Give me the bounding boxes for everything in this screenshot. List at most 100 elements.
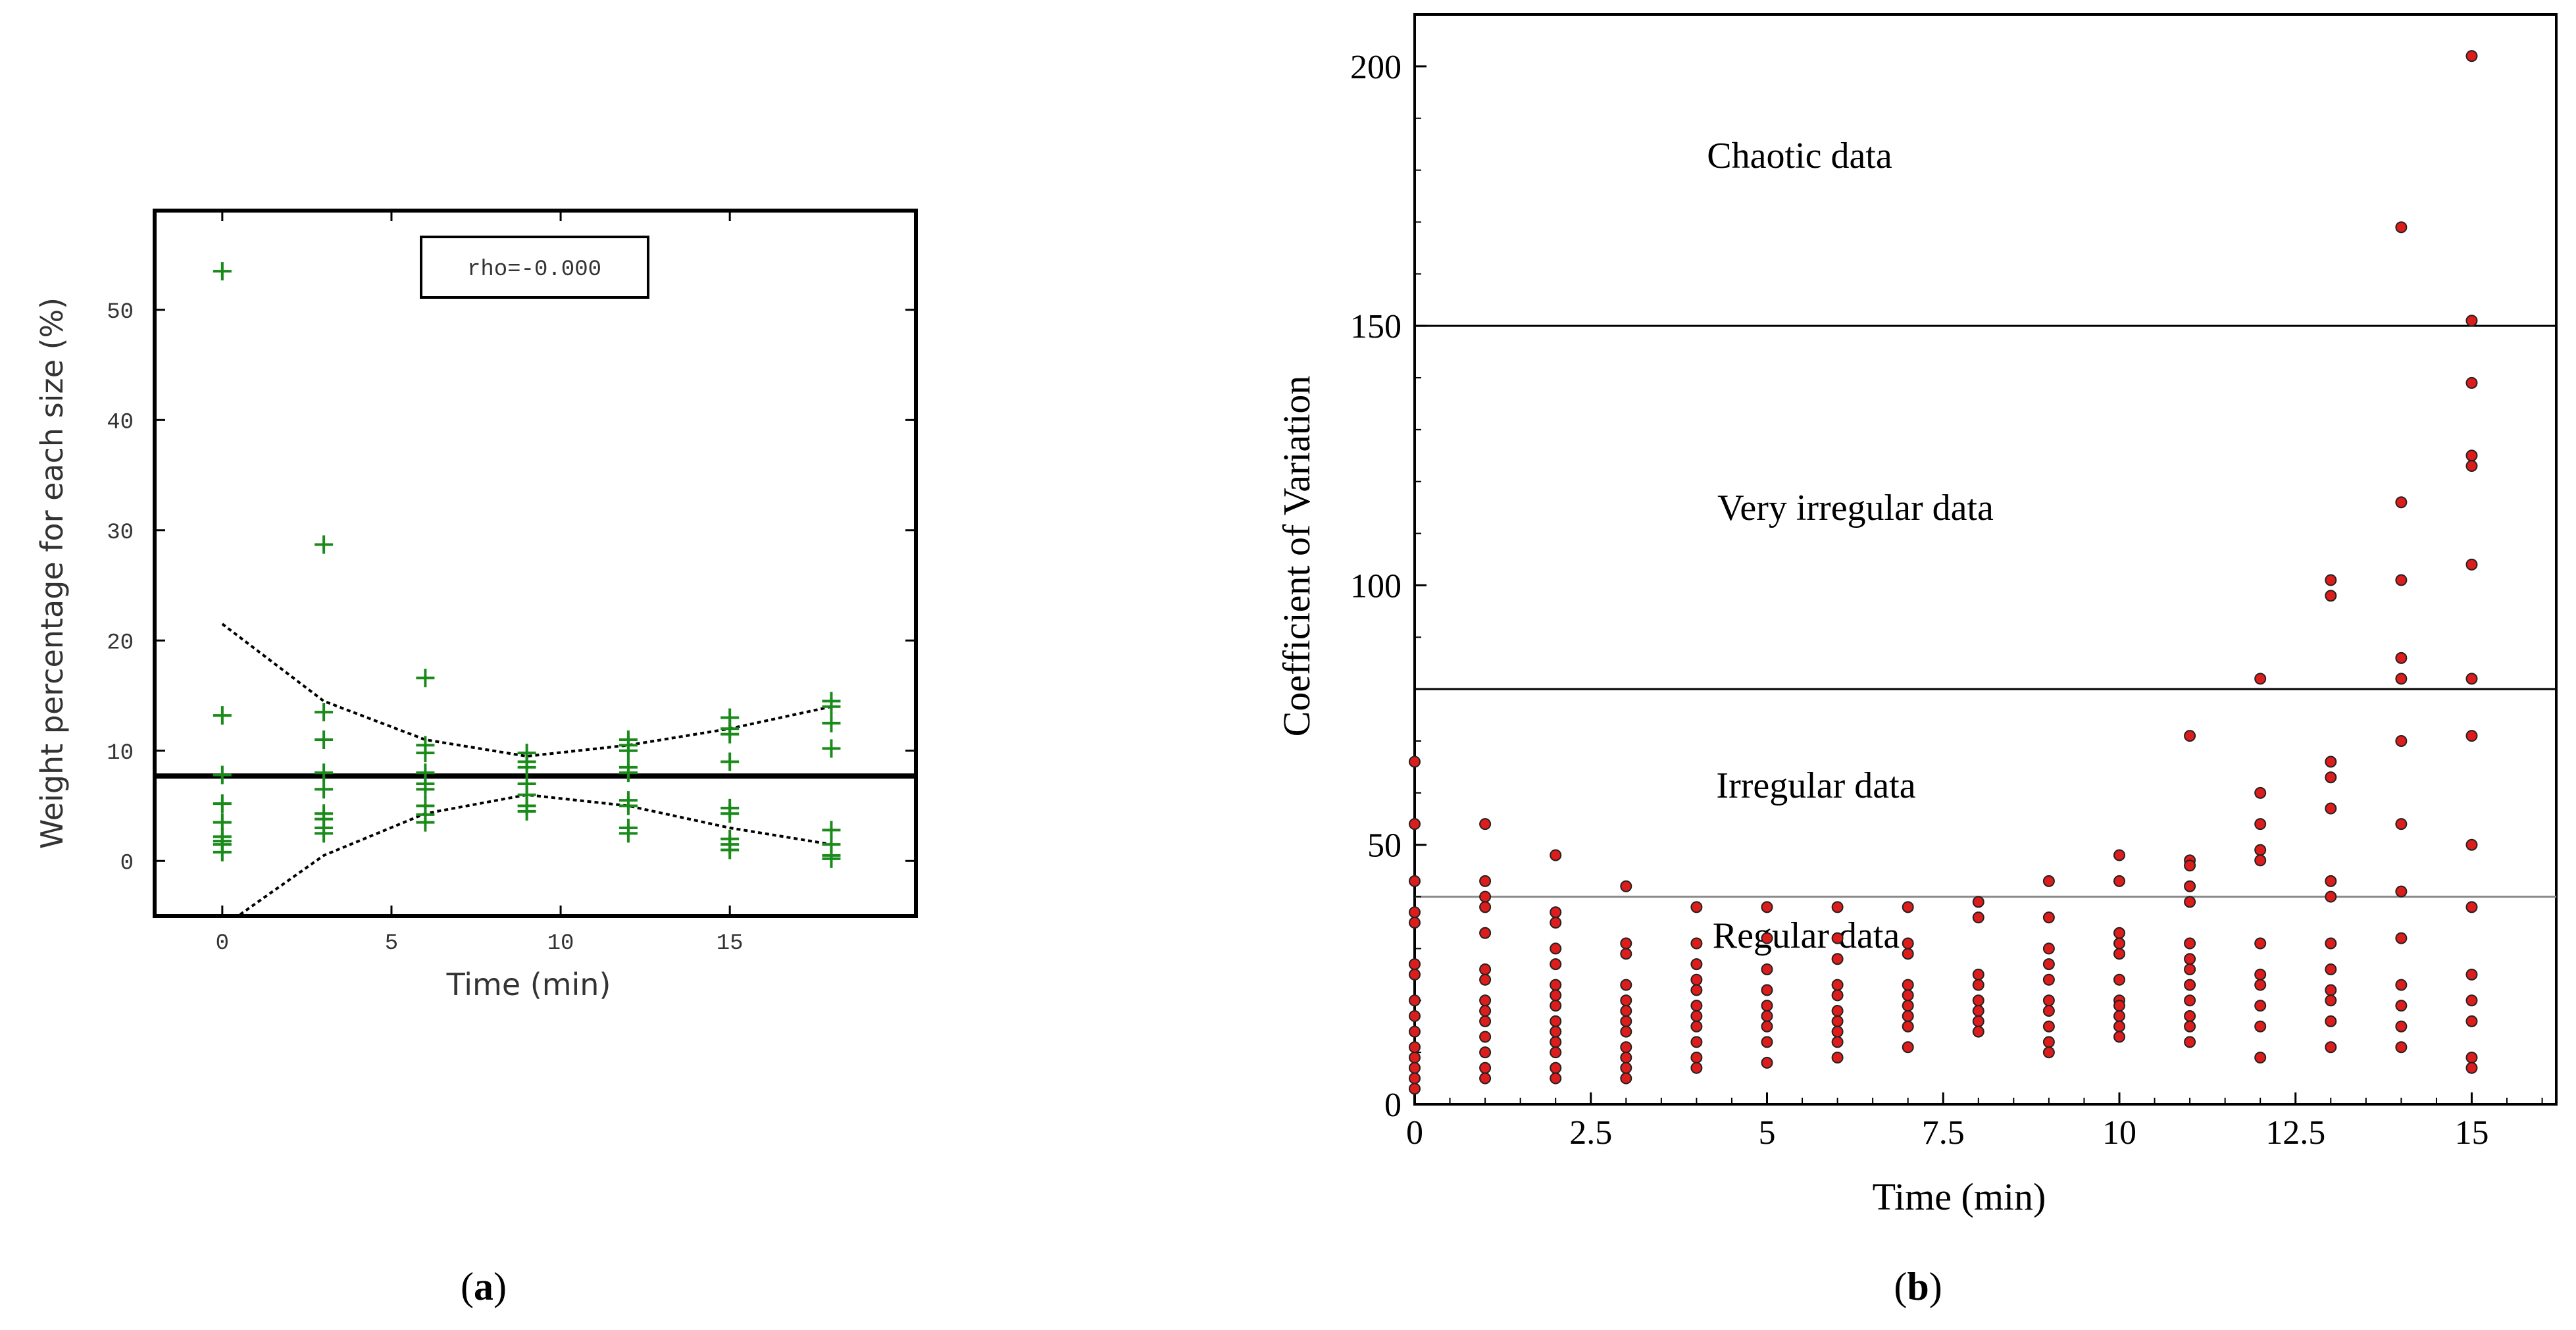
- data-point: [1620, 1025, 1632, 1038]
- data-point: [2254, 1052, 2267, 1064]
- data-point: [2184, 953, 2196, 965]
- data-point: [1690, 1020, 1703, 1033]
- data-point: [2184, 896, 2196, 908]
- data-point: [1972, 968, 1984, 981]
- lower-confidence-band: [236, 793, 832, 916]
- data-point: [2113, 1010, 2125, 1022]
- data-point: [1620, 1015, 1632, 1027]
- data-point: [720, 804, 740, 823]
- data-point: [2254, 1020, 2267, 1033]
- data-point: [2465, 50, 2478, 63]
- y-tick-label: 100: [1350, 567, 1402, 605]
- data-point: [1972, 1025, 1984, 1038]
- data-point: [1902, 1000, 1914, 1012]
- data-point: [1690, 1052, 1703, 1064]
- data-point: [2113, 849, 2125, 861]
- data-point: [1761, 1036, 1773, 1048]
- data-point: [822, 713, 841, 732]
- data-point: [2184, 859, 2196, 872]
- data-point: [1479, 1031, 1492, 1043]
- data-point: [2325, 963, 2337, 975]
- plot-frame: [153, 209, 918, 918]
- data-point: [2184, 937, 2196, 950]
- data-point: [1409, 1010, 1421, 1022]
- x-tick-label: 10: [2102, 1114, 2136, 1152]
- data-point: [517, 757, 536, 777]
- data-point: [2465, 558, 2478, 571]
- data-point: [720, 752, 740, 771]
- data-point: [2042, 1036, 2055, 1048]
- upper-confidence-band: [221, 623, 832, 758]
- data-point: [1690, 973, 1703, 986]
- y-tick-label: 0: [1384, 1087, 1402, 1124]
- data-point: [1620, 1005, 1632, 1017]
- data-point: [213, 706, 232, 725]
- data-point: [2184, 963, 2196, 975]
- data-point: [2254, 673, 2267, 685]
- data-point: [1761, 963, 1773, 975]
- data-point: [1479, 1046, 1492, 1059]
- data-point: [2325, 1041, 2337, 1054]
- data-point: [1409, 968, 1421, 981]
- data-point: [1902, 979, 1914, 991]
- data-point: [822, 739, 841, 758]
- data-point: [1972, 1005, 1984, 1017]
- data-point: [2113, 1020, 2125, 1033]
- data-point: [1902, 937, 1914, 950]
- data-point: [1972, 979, 1984, 991]
- data-point: [315, 730, 334, 749]
- data-point: [2395, 673, 2408, 685]
- data-point: [2395, 221, 2408, 234]
- data-point: [1831, 901, 1844, 913]
- data-point: [2042, 958, 2055, 971]
- data-point: [1550, 1015, 1562, 1027]
- data-point: [1620, 1061, 1632, 1074]
- annotation-box: [420, 236, 649, 299]
- x-tick-label: 5: [1758, 1114, 1775, 1152]
- data-point: [720, 725, 740, 744]
- x-tick-label: 12.5: [2265, 1114, 2325, 1152]
- x-tick-label: 0: [216, 931, 229, 956]
- data-point: [1409, 818, 1421, 831]
- data-point: [2042, 942, 2055, 955]
- data-point: [1690, 1036, 1703, 1048]
- data-point: [1479, 818, 1492, 831]
- y-axis-label: Coefficient of Variation: [1275, 376, 1318, 737]
- panel-label-a: (a): [461, 1265, 507, 1308]
- data-point: [2325, 590, 2337, 602]
- data-point: [2184, 730, 2196, 742]
- data-point: [1620, 1052, 1632, 1064]
- y-tick-label: 0: [120, 851, 134, 876]
- data-point: [1620, 937, 1632, 950]
- data-point: [2395, 652, 2408, 664]
- data-point: [315, 780, 334, 799]
- data-point: [416, 744, 435, 763]
- data-point: [1831, 1036, 1844, 1048]
- data-point: [1550, 1072, 1562, 1085]
- data-point: [2465, 968, 2478, 981]
- data-point: [2254, 937, 2267, 950]
- data-point: [2395, 979, 2408, 991]
- data-point: [2113, 937, 2125, 950]
- x-tick-label: 5: [385, 931, 398, 956]
- data-point: [2395, 1000, 2408, 1012]
- data-point: [1831, 1052, 1844, 1064]
- data-point: [2395, 932, 2408, 944]
- data-point: [1902, 901, 1914, 913]
- data-point: [1550, 1036, 1562, 1048]
- data-point: [2465, 730, 2478, 742]
- region-label: Irregular data: [1716, 765, 1915, 806]
- data-point: [1550, 1046, 1562, 1059]
- data-point: [2184, 1010, 2196, 1022]
- data-point: [2465, 673, 2478, 685]
- data-point: [2465, 1061, 2478, 1074]
- data-point: [1550, 942, 1562, 955]
- data-point: [2113, 875, 2125, 887]
- data-point: [1409, 875, 1421, 887]
- data-point: [416, 813, 435, 832]
- y-tick-label: 200: [1350, 49, 1402, 86]
- data-point: [213, 794, 232, 813]
- y-tick-label: 20: [107, 630, 134, 655]
- data-point: [1550, 849, 1562, 861]
